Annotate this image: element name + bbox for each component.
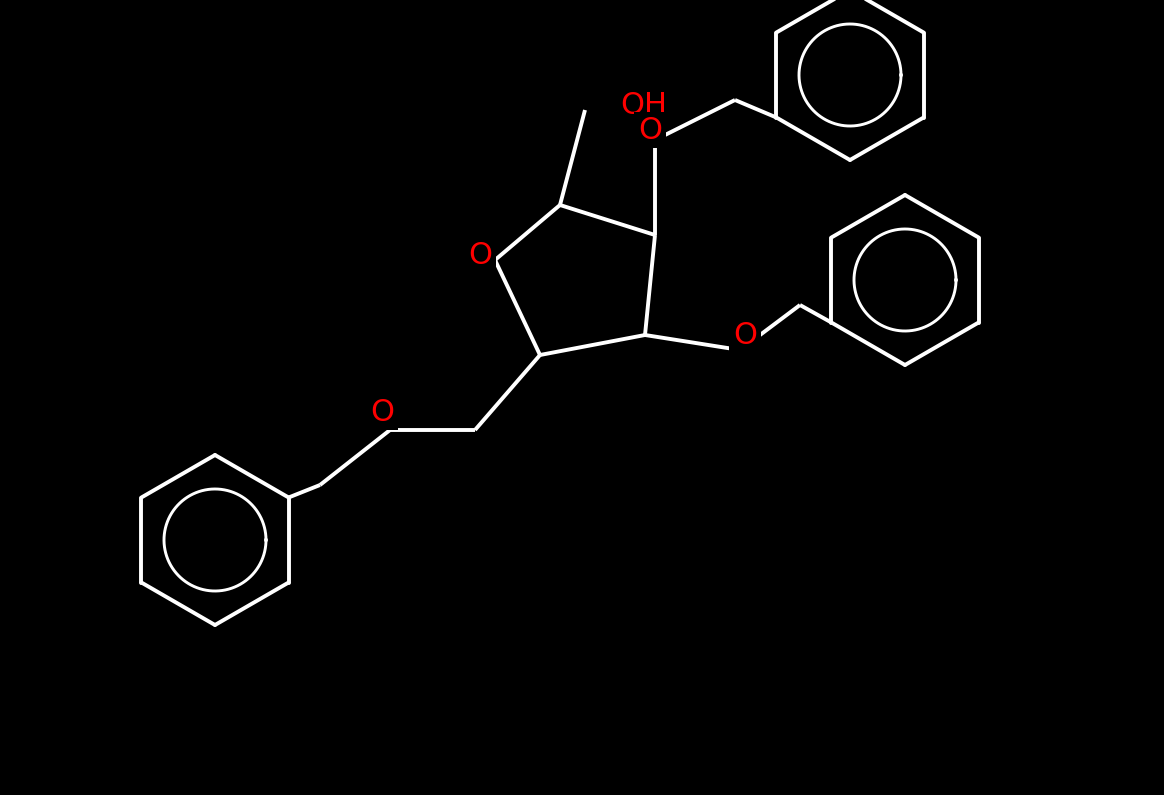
Text: OH: OH	[620, 91, 667, 119]
Text: O: O	[370, 398, 393, 426]
Text: O: O	[638, 115, 662, 145]
Text: O: O	[468, 241, 492, 270]
Text: O: O	[733, 320, 757, 350]
